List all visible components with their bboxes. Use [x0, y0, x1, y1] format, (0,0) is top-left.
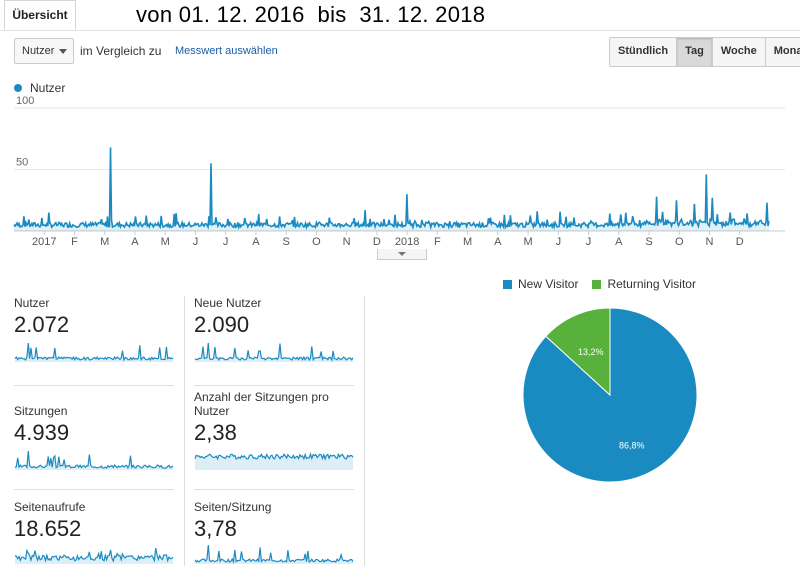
sparkline: [14, 547, 174, 564]
x-tick-label: S: [282, 236, 289, 248]
x-tick-label: N: [343, 236, 351, 248]
x-tick-label: J: [586, 236, 592, 248]
divider: [14, 489, 174, 490]
legend-label: Returning Visitor: [607, 277, 696, 291]
sparkline-line: [14, 450, 174, 470]
x-tick-label: 2017: [32, 236, 56, 248]
sparkline-area: [195, 454, 353, 470]
caret-down-icon: [398, 252, 406, 256]
legend-label: New Visitor: [518, 277, 579, 291]
metric-value: 4.939: [14, 420, 70, 445]
sparkline-area: [15, 451, 173, 470]
tab-overview[interactable]: Übersicht: [4, 0, 76, 31]
choose-metric-link[interactable]: Messwert auswählen: [175, 45, 278, 57]
legend-swatch-icon: [503, 279, 512, 289]
legend-series-label: Nutzer: [30, 81, 66, 95]
sparkline-area: [15, 343, 173, 362]
sparkline-area: [195, 343, 353, 362]
x-tick-label: M: [523, 236, 532, 248]
x-tick-label: F: [434, 236, 441, 248]
chevron-down-icon: [59, 49, 67, 54]
sparkline-line: [194, 342, 354, 362]
x-tick-label: N: [706, 236, 714, 248]
legend-dot-icon: [14, 84, 22, 92]
period-toggle-group: Stündlich Tag Woche Monat: [609, 37, 800, 67]
pie-slice-label: 13,2%: [578, 347, 604, 357]
sparkline: [14, 342, 174, 362]
x-tick-label: M: [100, 236, 109, 248]
period-month-button[interactable]: Monat: [773, 45, 800, 57]
sparkline: [194, 342, 354, 362]
chart-collapse-handle[interactable]: [377, 249, 427, 260]
metric-card-pages-per-session[interactable]: Seiten/Sitzung 3,78: [194, 500, 359, 580]
pie-legend: New Visitor Returning Visitor: [503, 277, 696, 291]
metric-card-new-users[interactable]: Neue Nutzer 2.090: [194, 296, 359, 376]
x-tick-label: A: [131, 236, 139, 248]
metric-value: 3,78: [194, 516, 237, 541]
x-tick-label: J: [193, 236, 199, 248]
x-tick-label: O: [675, 236, 684, 248]
sparkline-line: [194, 544, 354, 564]
sparkline: [194, 451, 354, 470]
metric-value: 2.072: [14, 312, 70, 337]
compare-label: im Vergleich zu: [80, 44, 162, 58]
date-range-title: von 01. 12. 2016 bis 31. 12. 2018: [136, 2, 486, 27]
metric-label: Sitzungen: [14, 404, 68, 418]
sparkline-line: [14, 547, 174, 563]
divider: [194, 489, 354, 490]
legend-item-new-visitor[interactable]: New Visitor: [503, 277, 578, 291]
sparkline-area: [15, 548, 173, 564]
sparkline: [14, 450, 174, 470]
metric-select-value: Nutzer: [22, 45, 55, 57]
sparkline-line: [194, 451, 354, 461]
period-week-button[interactable]: Woche: [713, 38, 766, 66]
metric-card-pageviews[interactable]: Seitenaufrufe 18.652: [14, 500, 179, 580]
x-tick-label: D: [736, 236, 744, 248]
period-day-button[interactable]: Tag: [677, 38, 713, 66]
pie-slice-returning-visitor[interactable]: [545, 307, 611, 397]
metric-value: 2.090: [194, 312, 250, 337]
divider: [0, 30, 800, 31]
metric-label: Seiten/Sitzung: [194, 500, 272, 514]
chart-legend: Nutzer: [14, 81, 65, 95]
pie-slice-label: 86,8%: [619, 440, 645, 450]
legend-item-returning-visitor[interactable]: Returning Visitor: [592, 277, 696, 291]
x-tick-label: M: [463, 236, 472, 248]
metric-select[interactable]: Nutzer: [14, 38, 74, 64]
x-tick-label: J: [223, 236, 229, 248]
visitor-pie-chart: 86,8% 13,2%: [522, 307, 698, 483]
y-tick-label: 100: [16, 96, 34, 107]
metric-card-sessions[interactable]: Sitzungen 4.939: [14, 404, 179, 484]
metric-value: 18.652: [14, 516, 82, 541]
metric-label: Neue Nutzer: [194, 296, 262, 310]
legend-swatch-icon: [592, 279, 602, 289]
metric-label: Nutzer: [14, 296, 50, 310]
x-tick-label: M: [161, 236, 170, 248]
x-tick-label: 2018: [395, 236, 419, 248]
sparkline-line: [14, 342, 174, 362]
series-line: [13, 147, 770, 231]
divider: [364, 296, 365, 566]
x-tick-label: A: [252, 236, 260, 248]
period-hourly-button[interactable]: Stündlich: [610, 38, 678, 66]
divider: [184, 296, 185, 566]
x-tick-label: O: [312, 236, 321, 248]
metric-card-users[interactable]: Nutzer 2.072: [14, 296, 179, 376]
x-tick-label: D: [373, 236, 381, 248]
users-line-chart: 100 50 2017 F M A M J J A S O N D 2018 F M A M J J A S O N D: [13, 96, 785, 248]
sparkline-area: [195, 545, 353, 564]
x-tick-label: S: [645, 236, 652, 248]
x-tick-label: J: [556, 236, 562, 248]
divider: [14, 385, 174, 386]
metric-value: 2,38: [194, 420, 237, 445]
divider: [194, 385, 354, 386]
y-tick-label: 50: [16, 157, 28, 169]
x-tick-label: A: [615, 236, 623, 248]
metric-label: Seitenaufrufe: [14, 500, 86, 514]
sparkline: [194, 544, 354, 564]
metric-label: Anzahl der Sitzungen pro Nutzer: [194, 390, 329, 418]
x-tick-label: A: [494, 236, 502, 248]
metric-card-sessions-per-user[interactable]: Anzahl der Sitzungen pro Nutzer 2,38: [194, 390, 354, 470]
x-tick-label: F: [71, 236, 78, 248]
